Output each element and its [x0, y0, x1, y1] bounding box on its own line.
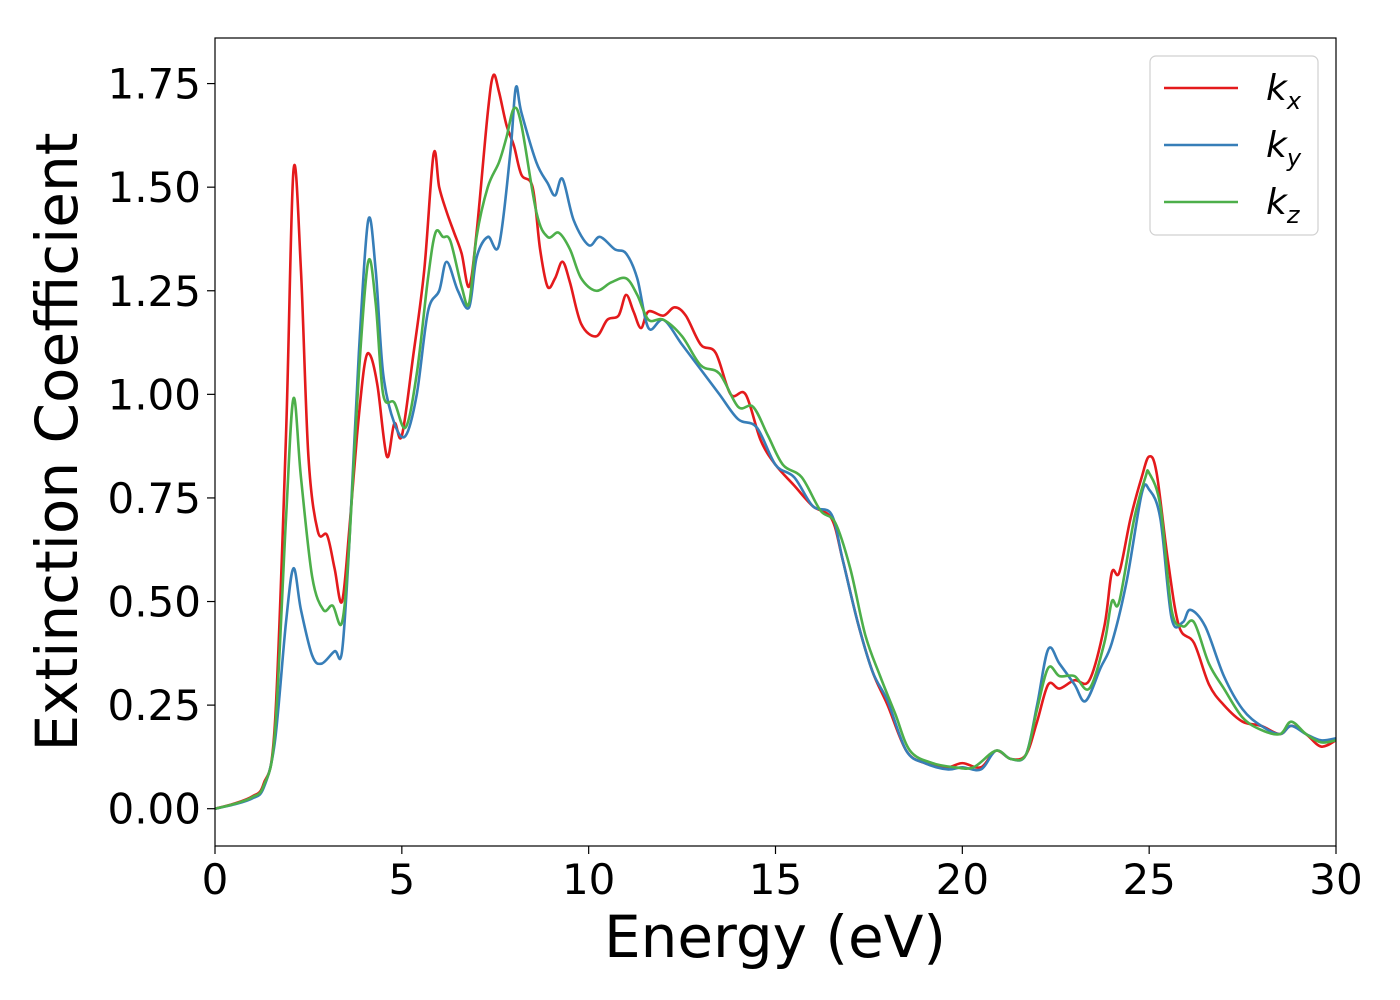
x-axis-ticks: 0 5 10 15 20 25 30	[202, 846, 1363, 904]
legend-label-ky: ky	[1266, 125, 1302, 172]
y-tick-label: 0.00	[107, 785, 201, 834]
x-tick-label: 30	[1309, 855, 1362, 904]
y-tick-label: 1.00	[107, 370, 201, 419]
y-tick-label: 0.25	[107, 681, 201, 730]
plot-background	[215, 38, 1336, 846]
y-axis-title: Extinction Coefficient	[23, 133, 91, 752]
x-tick-label: 5	[388, 855, 415, 904]
y-tick-label: 1.50	[107, 163, 201, 212]
series-lines	[215, 73, 1336, 810]
y-tick-label: 0.75	[107, 474, 201, 523]
x-axis-title: Energy (eV)	[604, 903, 946, 971]
x-tick-label: 10	[562, 855, 615, 904]
x-tick-label: 15	[749, 855, 802, 904]
x-tick-label: 0	[202, 855, 229, 904]
x-tick-label: 25	[1122, 855, 1175, 904]
y-tick-label: 0.50	[107, 578, 201, 627]
y-tick-label: 1.75	[107, 60, 201, 109]
series-line-kz	[215, 106, 1336, 810]
x-tick-label: 20	[936, 855, 989, 904]
y-axis-ticks: 0.00 0.25 0.50 0.75 1.00 1.25 1.50 1.75	[107, 60, 215, 834]
y-tick-label: 1.25	[107, 267, 201, 316]
